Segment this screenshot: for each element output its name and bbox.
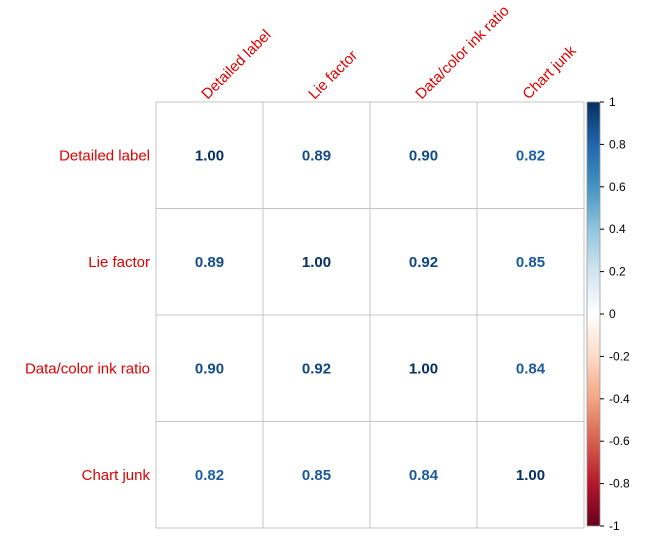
legend-tick-label: 0.8 (609, 137, 626, 151)
cell-value: 0.89 (302, 147, 331, 164)
matrix-cells: 1.00 0.89 0.90 0.82 0.89 1.00 0.92 0.85 0.90 0.92… (195, 147, 546, 484)
cell-value: 1.00 (409, 360, 438, 377)
legend-tick-label: -0.8 (609, 477, 630, 491)
legend-tick-label: -1 (609, 519, 620, 533)
legend-tick-label: 0.4 (609, 222, 626, 236)
column-label: Lie factor (305, 47, 361, 103)
column-label: Chart junk (519, 42, 580, 103)
column-label: Detailed label (198, 27, 274, 103)
cell-value: 0.82 (516, 147, 545, 164)
row-labels: Detailed label Lie factor Data/color ink r… (25, 147, 151, 484)
matrix-grid (155, 101, 585, 529)
legend-tick-label: 0.6 (609, 180, 626, 194)
column-label: Data/color ink ratio (412, 2, 512, 102)
cell-value: 0.90 (409, 147, 438, 164)
row-label: Lie factor (88, 254, 150, 271)
cell-value: 0.92 (409, 254, 438, 271)
cell-value: 1.00 (302, 254, 331, 271)
cell-value: 0.85 (516, 254, 545, 271)
color-legend-bar (586, 101, 601, 527)
cell-value: 0.92 (302, 360, 331, 377)
legend-tick-label: -0.4 (609, 392, 630, 406)
legend-tick-label: -0.2 (609, 349, 630, 363)
legend-tick-label: -0.6 (609, 434, 630, 448)
column-labels: Detailed label Lie factor Data/color ink r… (198, 2, 580, 102)
cell-value: 1.00 (195, 147, 224, 164)
legend-tick-label: 1 (609, 95, 616, 109)
legend-tick-label: 0 (609, 307, 616, 321)
cell-value: 0.82 (195, 467, 224, 484)
cell-value: 0.90 (195, 360, 224, 377)
cell-value: 0.84 (409, 467, 439, 484)
color-legend: 1 0.8 0.6 0.4 0.2 0 -0.2 -0.4 -0.6 -0.8 -1 (586, 95, 630, 533)
row-label: Chart junk (82, 467, 151, 484)
legend-tick-label: 0.2 (609, 265, 626, 279)
row-label: Detailed label (59, 147, 150, 164)
cell-value: 0.89 (195, 254, 224, 271)
cell-value: 1.00 (516, 467, 545, 484)
cell-value: 0.84 (516, 360, 546, 377)
cell-value: 0.85 (302, 467, 331, 484)
row-label: Data/color ink ratio (25, 360, 150, 377)
